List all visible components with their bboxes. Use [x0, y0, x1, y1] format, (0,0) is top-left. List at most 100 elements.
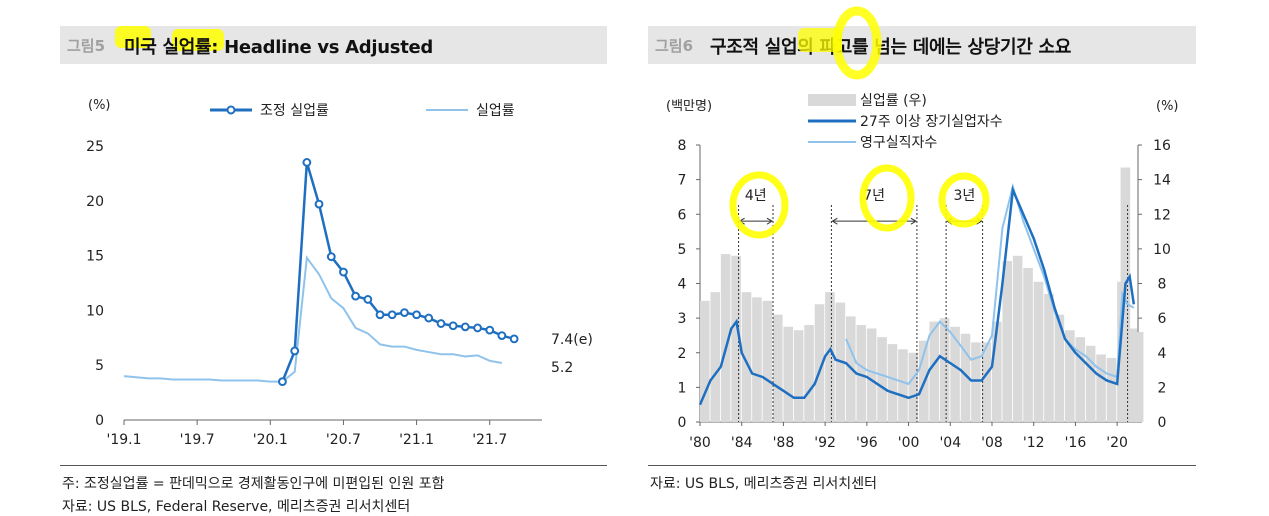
right-figure-panel: 그림6 구조적 실업의 파고를 넘는 데에는 상당기간 소요 (백만명) (%) 0…	[648, 0, 1196, 510]
y-tick-label-left: 6	[678, 207, 687, 223]
y-tick-label-left: 7	[678, 173, 687, 189]
highlighter-circle	[938, 172, 990, 228]
bar-unemployment-rate	[814, 304, 825, 422]
x-tick-label: '19.7	[180, 432, 215, 448]
highlighter-circle	[729, 171, 789, 239]
data-point-adjusted	[436, 319, 446, 328]
bar-unemployment-rate	[908, 352, 919, 422]
left-chart: (%) 0 5 10 15 20 25 '19.1 '19.7 '20.1 '20.7 '21.1 '2…	[86, 98, 593, 448]
data-point-adjusted	[424, 313, 434, 323]
x-tick-label: '88	[773, 435, 795, 451]
y-tick-label-left: 1	[678, 380, 687, 396]
x-tick-label: '04	[939, 435, 961, 451]
bar-unemployment-rate	[939, 318, 950, 422]
series-line-long-term-unemployed	[698, 185, 1136, 406]
legend-swatch-bars	[808, 94, 856, 106]
y-tick-label-right: 14	[1153, 173, 1171, 189]
bar-unemployment-rate	[773, 314, 783, 422]
bar-unemployment-rate	[1075, 337, 1086, 422]
y-tick-label-left: 4	[678, 277, 687, 293]
data-point-adjusted	[314, 199, 324, 209]
bar-unemployment-rate	[1054, 314, 1065, 422]
y-tick-label-left: 3	[678, 311, 687, 327]
y-tick-label: 15	[86, 249, 104, 265]
bar-unemployment-rate	[950, 326, 960, 422]
bar-unemployment-rate	[992, 321, 1002, 422]
bar-unemployment-rate	[1106, 357, 1117, 422]
x-tick-label: '84	[731, 435, 753, 451]
span-annotation-label: 3년	[953, 188, 975, 204]
data-point-adjusted	[460, 322, 470, 332]
x-tick-label: '96	[856, 435, 878, 451]
data-point-adjusted	[412, 310, 421, 320]
series-line-permanent-job-losers	[845, 182, 1135, 386]
left-figure-number: 그림5	[67, 37, 106, 55]
x-tick-label: '21.1	[399, 432, 434, 448]
bar-unemployment-rate	[1096, 354, 1106, 422]
end-label-adjusted: 7.4(e)	[551, 332, 593, 348]
bar-unemployment-rate	[1023, 267, 1033, 422]
legend-marker-adjusted	[226, 105, 236, 115]
y-tick-label-right: 10	[1153, 242, 1171, 258]
bar-unemployment-rate	[981, 342, 992, 422]
bar-unemployment-rate	[1044, 293, 1054, 422]
y-tick-label: 5	[95, 358, 104, 374]
legend-label-bars: 실업률 (우)	[860, 93, 927, 109]
left-source: 자료: US BLS, Federal Reserve, 메리츠증권 리서치센터	[62, 499, 411, 515]
legend-label-adjusted: 조정 실업률	[260, 103, 329, 119]
x-tick-label: '08	[981, 435, 1003, 451]
data-point-adjusted	[290, 346, 300, 356]
bar-unemployment-rate	[804, 325, 814, 422]
y-tick-label-left: 5	[678, 242, 687, 258]
highlighter-circle	[832, 6, 882, 80]
y-tick-label-right: 2	[1158, 380, 1167, 396]
left-footnote: 주: 조정실업률 = 판데믹으로 경제활동인구에 미편입된 인원 포함	[62, 476, 445, 492]
y-axis-unit-right: (%)	[1156, 99, 1179, 114]
y-tick-label-right: 0	[1158, 415, 1167, 431]
bar-unemployment-rate	[866, 328, 877, 422]
bar-unemployment-rate	[762, 300, 773, 422]
bar-unemployment-rate	[1033, 281, 1044, 422]
right-source: 자료: US BLS, 메리츠증권 리서치센터	[650, 476, 877, 492]
bar-unemployment-rate	[710, 292, 721, 422]
y-tick-label: 20	[86, 194, 104, 210]
legend-label-headline: 실업률	[476, 103, 515, 119]
highlighter-circle	[859, 164, 915, 232]
bar-unemployment-rate	[1012, 255, 1023, 422]
x-tick-label: '21.7	[472, 432, 507, 448]
bar-unemployment-rate	[971, 342, 981, 422]
bar-unemployment-rate	[1085, 345, 1096, 422]
y-tick-label-left: 0	[678, 415, 687, 431]
highlighter-mark	[172, 29, 224, 51]
data-point-adjusted	[302, 158, 312, 167]
span-arrow-head	[831, 217, 838, 225]
data-point-adjusted	[278, 377, 287, 387]
span-annotation-label: 4년	[745, 188, 767, 204]
bar-unemployment-rate	[783, 326, 794, 422]
y-axis-unit-left: (백만명)	[666, 99, 712, 114]
span-arrow-head	[910, 217, 917, 225]
end-label-headline: 5.2	[551, 360, 573, 376]
data-point-adjusted	[448, 321, 458, 331]
y-tick-label-right: 12	[1153, 207, 1171, 223]
y-tick-label-right: 16	[1153, 138, 1171, 154]
x-tick-label: '92	[814, 435, 836, 451]
data-point-adjusted	[485, 325, 495, 335]
series-line-headline	[123, 255, 503, 383]
x-tick-label: '16	[1065, 435, 1087, 451]
left-note-divider	[60, 465, 607, 466]
data-point-adjusted	[351, 291, 360, 301]
bar-unemployment-rate	[929, 321, 940, 422]
bar-unemployment-rate	[1127, 328, 1138, 422]
bar-unemployment-rate	[793, 330, 804, 422]
x-tick-label: '20.7	[326, 432, 361, 448]
bar-unemployment-rate	[856, 325, 867, 422]
legend-label-long-term: 27주 이상 장기실업자수	[860, 114, 1003, 130]
bar-unemployment-rate	[898, 349, 908, 422]
bar-unemployment-rate	[720, 254, 731, 422]
data-point-adjusted	[497, 331, 507, 341]
data-point-adjusted	[509, 334, 519, 344]
data-point-adjusted	[387, 310, 397, 320]
bar-unemployment-rate	[700, 300, 710, 422]
